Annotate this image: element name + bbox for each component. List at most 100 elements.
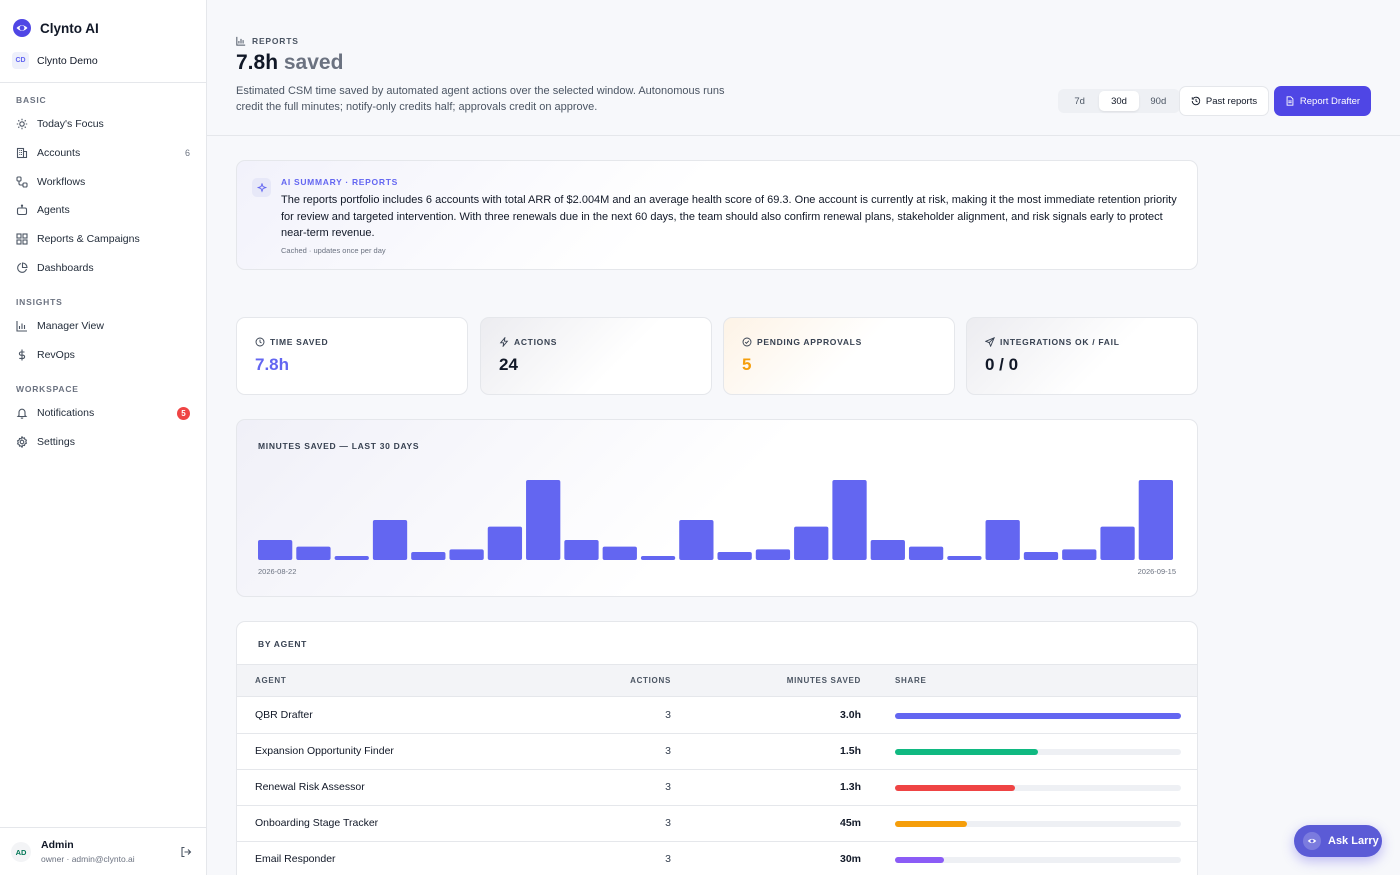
column-header-share[interactable]: SHARE — [895, 676, 927, 685]
kpi-value: 7.8h — [255, 355, 290, 374]
dollar-icon — [16, 349, 28, 361]
table-row[interactable]: Renewal Risk Assessor 3 1.3h — [237, 770, 1197, 806]
chart-bar[interactable] — [947, 556, 982, 560]
check-circle-icon — [742, 337, 752, 347]
agent-actions: 3 — [665, 709, 671, 721]
table-row[interactable]: QBR Drafter 3 3.0h — [237, 698, 1197, 734]
sidebar-item-revops[interactable]: RevOps — [10, 343, 196, 367]
grid-icon — [16, 233, 28, 245]
chart-bar[interactable] — [258, 540, 293, 560]
table-row[interactable]: Onboarding Stage Tracker 3 45m — [237, 806, 1197, 842]
chart-bar[interactable] — [449, 549, 484, 560]
share-bar-fill — [895, 713, 1181, 719]
chart-bar[interactable] — [717, 552, 752, 560]
breadcrumb: REPORTS — [236, 36, 299, 46]
chart-bar[interactable] — [1138, 480, 1173, 560]
chart-bar[interactable] — [372, 520, 408, 560]
chart-bar[interactable] — [1023, 552, 1059, 560]
ask-larry-button[interactable]: Ask Larry — [1294, 825, 1382, 857]
share-bar-track — [895, 821, 1181, 827]
column-header-actions[interactable]: ACTIONS — [630, 676, 671, 685]
table-title: BY AGENT — [258, 639, 308, 649]
clock-icon — [255, 337, 265, 347]
column-header-minutes-saved[interactable]: MINUTES SAVED — [786, 676, 861, 685]
kpi-integrations: INTEGRATIONS OK / FAIL 0 / 0 — [966, 317, 1198, 395]
table-header: AGENT ACTIONS MINUTES SAVED SHARE — [237, 664, 1197, 697]
kpi-label: INTEGRATIONS OK / FAIL — [985, 337, 1120, 347]
chart-bar[interactable] — [985, 520, 1020, 560]
sidebar-item-todays-focus[interactable]: Today's Focus — [10, 112, 196, 136]
sidebar-item-label: Workflows — [37, 176, 86, 188]
agent-name: Renewal Risk Assessor — [255, 781, 365, 793]
column-header-agent[interactable]: AGENT — [255, 676, 287, 685]
past-reports-button[interactable]: Past reports — [1179, 86, 1269, 116]
kpi-value: 0 / 0 — [985, 355, 1019, 374]
pie-chart-icon — [16, 262, 28, 274]
bell-icon — [16, 407, 28, 419]
share-bar-fill — [895, 749, 1038, 755]
agent-name: Expansion Opportunity Finder — [255, 745, 394, 757]
chart-bar[interactable] — [411, 552, 446, 560]
chart-bar[interactable] — [794, 526, 829, 560]
sidebar-footer-divider — [0, 827, 206, 828]
share-bar-track — [895, 785, 1181, 791]
bar-chart-icon — [16, 320, 28, 332]
notifications-badge: 5 — [177, 406, 190, 420]
kpi-pending-approvals: PENDING APPROVALS 5 — [723, 317, 955, 395]
sidebar-item-label: Notifications — [37, 407, 95, 419]
agent-minutes-saved: 1.3h — [839, 781, 861, 793]
chart-bar[interactable] — [755, 549, 791, 560]
sidebar-item-label: Settings — [37, 436, 75, 448]
chart-bar[interactable] — [296, 546, 331, 560]
chart-bar[interactable] — [564, 540, 599, 560]
sparkle-icon — [252, 178, 271, 197]
chart-bar[interactable] — [602, 546, 637, 560]
chart-bar[interactable] — [832, 480, 867, 560]
kpi-time-saved: TIME SAVED 7.8h — [236, 317, 468, 395]
chart-bar[interactable] — [1100, 526, 1135, 560]
sidebar-item-agents[interactable]: Agents — [10, 198, 196, 222]
section-title-workspace: WORKSPACE — [16, 384, 79, 394]
range-90d-button[interactable]: 90d — [1150, 95, 1167, 107]
share-bar-fill — [895, 821, 967, 827]
minutes-saved-chart: MINUTES SAVED — LAST 30 DAYS 2026-08-22 … — [236, 419, 1198, 597]
range-30d-button[interactable]: 30d — [1099, 91, 1139, 111]
kpi-label: TIME SAVED — [255, 337, 328, 347]
user-meta: owner · admin@clynto.ai — [41, 854, 135, 864]
chart-bar[interactable] — [1062, 549, 1097, 560]
sidebar-item-manager-view[interactable]: Manager View — [10, 314, 196, 338]
agent-minutes-saved: 1.5h — [839, 745, 861, 757]
user-avatar[interactable]: AD — [11, 842, 31, 862]
chart-bar[interactable] — [526, 480, 561, 560]
bar-chart-icon — [236, 36, 246, 46]
chart-bar[interactable] — [908, 546, 944, 560]
sidebar-item-dashboards[interactable]: Dashboards — [10, 256, 196, 280]
clynto-logo-icon — [1303, 832, 1321, 850]
chart-bar[interactable] — [487, 526, 523, 560]
ai-summary-label: AI SUMMARY · REPORTS — [281, 177, 398, 187]
logout-icon[interactable] — [180, 846, 192, 858]
kpi-label: PENDING APPROVALS — [742, 337, 862, 347]
workflow-icon — [16, 176, 28, 188]
sidebar-item-workflows[interactable]: Workflows — [10, 170, 196, 194]
range-7d-button[interactable]: 7d — [1074, 95, 1085, 107]
sidebar-item-reports-campaigns[interactable]: Reports & Campaigns — [10, 227, 196, 251]
report-drafter-label: Report Drafter — [1299, 95, 1361, 107]
page-title: 7.8h saved — [236, 51, 343, 75]
workspace-avatar: CD — [12, 52, 29, 69]
table-row[interactable]: Email Responder 3 30m — [237, 842, 1197, 875]
chart-bar[interactable] — [640, 556, 676, 560]
chart-bar[interactable] — [334, 556, 369, 560]
chart-bar[interactable] — [679, 520, 714, 560]
sidebar-item-accounts[interactable]: Accounts 6 — [10, 141, 196, 165]
report-drafter-button[interactable]: Report Drafter — [1274, 86, 1371, 116]
sidebar-item-notifications[interactable]: Notifications 5 — [10, 401, 196, 425]
sidebar-divider — [0, 82, 206, 83]
kpi-value: 24 — [499, 355, 518, 374]
section-title-insights: INSIGHTS — [16, 297, 63, 307]
table-row[interactable]: Expansion Opportunity Finder 3 1.5h — [237, 734, 1197, 770]
sidebar-item-settings[interactable]: Settings — [10, 430, 196, 454]
brand[interactable]: Clynto AI — [12, 18, 99, 38]
workspace-switcher[interactable]: CD Clynto Demo — [12, 52, 98, 69]
chart-bar[interactable] — [870, 540, 905, 560]
